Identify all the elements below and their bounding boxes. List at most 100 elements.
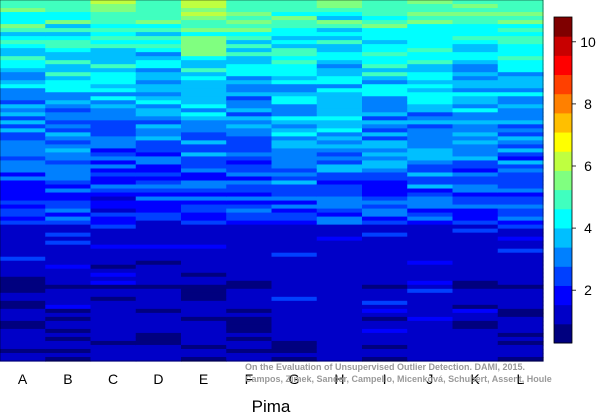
heatmap-cell: [452, 64, 499, 69]
heatmap-cell: [362, 320, 408, 326]
heatmap-cell: [362, 236, 408, 242]
heatmap-cell: [181, 236, 227, 242]
heatmap-cell: [45, 4, 92, 9]
heatmap-cell: [407, 240, 454, 246]
heatmap-cell: [45, 172, 92, 178]
heatmap-cell: [90, 92, 137, 97]
heatmap-cell: [497, 264, 544, 270]
heatmap-cell: [45, 276, 92, 282]
heatmap-cell: [497, 252, 544, 258]
heatmap-cell: [407, 16, 454, 21]
heatmap-cell: [271, 328, 318, 334]
heatmap-cell: [497, 68, 544, 73]
heatmap-cell: [0, 136, 46, 141]
heatmap-cell: [407, 200, 454, 206]
heatmap-cell: [497, 344, 544, 350]
heatmap-cell: [135, 124, 182, 129]
heatmap-cell: [362, 32, 408, 37]
heatmap-cell: [0, 44, 46, 49]
heatmap-cell: [452, 200, 499, 206]
heatmap-cell: [90, 108, 137, 113]
heatmap-cell: [226, 160, 273, 166]
heatmap-cell: [45, 144, 92, 150]
heatmap-cell: [45, 112, 92, 117]
heatmap-cell: [452, 264, 499, 270]
heatmap-cell: [271, 0, 318, 5]
heatmap-cell: [316, 0, 363, 5]
heatmap-cell: [452, 8, 499, 13]
heatmap-cell: [226, 104, 273, 109]
heatmap-cell: [452, 16, 499, 21]
heatmap-cell: [271, 352, 318, 358]
heatmap-cell: [452, 176, 499, 182]
heatmap-cell: [497, 128, 544, 133]
heatmap-cell: [181, 124, 227, 129]
heatmap-cell: [497, 92, 544, 97]
heatmap-cell: [362, 328, 408, 334]
heatmap-cell: [362, 356, 408, 362]
heatmap-cell: [0, 204, 46, 210]
heatmap-cell: [452, 80, 499, 85]
heatmap-cell: [181, 316, 227, 322]
heatmap-cell: [407, 288, 454, 294]
heatmap-cell: [362, 336, 408, 342]
heatmap-cell: [452, 244, 499, 250]
heatmap-cell: [362, 144, 408, 150]
heatmap-cell: [407, 212, 454, 218]
heatmap-cell: [271, 76, 318, 81]
heatmap-cell: [45, 28, 92, 33]
heatmap-cell: [407, 156, 454, 162]
heatmap-cell: [135, 96, 182, 101]
heatmap-cell: [497, 8, 544, 13]
heatmap-cell: [90, 236, 137, 242]
heatmap-cell: [452, 296, 499, 302]
heatmap-cell: [271, 92, 318, 97]
heatmap-cell: [271, 204, 318, 210]
heatmap-cell: [407, 20, 454, 25]
heatmap-cell: [226, 24, 273, 29]
heatmap-cell: [45, 32, 92, 37]
heatmap-cell: [226, 48, 273, 53]
colorbar-swatch: [554, 304, 572, 325]
colorbar-swatch: [554, 208, 572, 229]
heatmap-cell: [181, 284, 227, 290]
heatmap-cell: [316, 224, 363, 230]
heatmap-cell: [90, 80, 137, 85]
heatmap-cell: [0, 224, 46, 230]
colorbar-swatch: [554, 266, 572, 286]
heatmap-cell: [271, 196, 318, 202]
heatmap-cell: [316, 292, 363, 298]
colorbar-swatch: [554, 227, 572, 248]
heatmap-cell: [0, 276, 46, 282]
heatmap-cell: [271, 116, 318, 121]
heatmap-cell: [497, 244, 544, 250]
heatmap-cell: [45, 292, 92, 298]
heatmap-cell: [45, 332, 92, 338]
heatmap-cell: [362, 56, 408, 61]
heatmap-cell: [271, 284, 318, 290]
heatmap-cell: [45, 236, 92, 242]
heatmap-cell: [45, 228, 92, 234]
heatmap-cell: [497, 140, 544, 145]
heatmap-cell: [407, 176, 454, 182]
heatmap-cell: [452, 320, 499, 326]
heatmap-cell: [362, 340, 408, 346]
heatmap-cell: [0, 272, 46, 278]
heatmap-cell: [0, 332, 46, 338]
heatmap-cell: [135, 140, 182, 145]
heatmap-cell: [497, 328, 544, 334]
heatmap-cell: [407, 236, 454, 242]
heatmap-cell: [135, 252, 182, 258]
heatmap-cell: [407, 68, 454, 73]
heatmap-cell: [181, 180, 227, 186]
heatmap-cell: [407, 100, 454, 105]
heatmap-cell: [181, 340, 227, 346]
heatmap-cell: [407, 232, 454, 238]
heatmap-cell: [226, 328, 273, 334]
heatmap-cell: [316, 248, 363, 254]
credit-line-2: Campos, Zimek, Sander, Campello, Micenko…: [245, 374, 552, 384]
colorbar-tick-label: 2: [584, 282, 592, 298]
heatmap-cell: [407, 332, 454, 338]
heatmap-cell: [181, 96, 227, 101]
heatmap-cell: [226, 40, 273, 45]
